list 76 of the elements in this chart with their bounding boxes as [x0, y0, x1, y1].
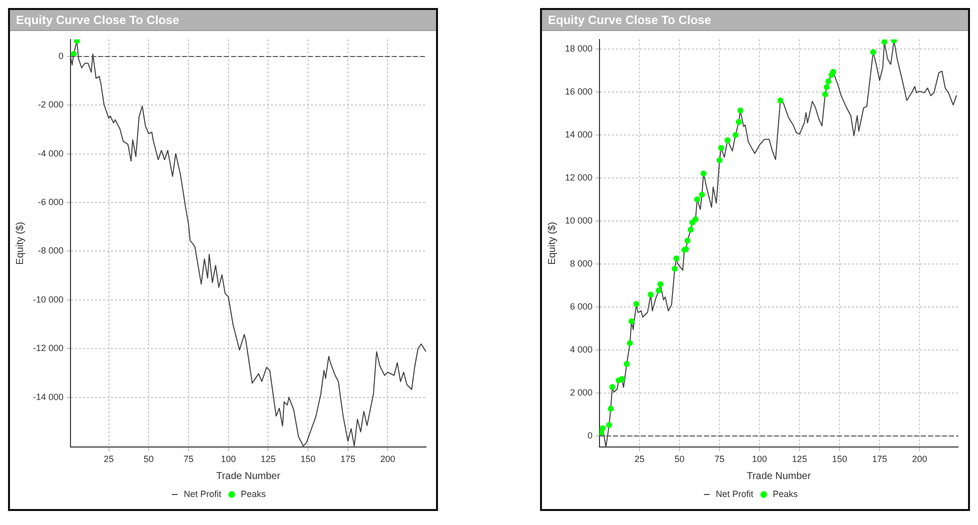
point	[881, 39, 888, 45]
x-tick-label: 25	[634, 454, 645, 464]
y-tick-label: 6 000	[570, 302, 593, 312]
y-tick-label: 8 000	[570, 258, 593, 269]
y-tick-label: 18 000	[564, 44, 593, 54]
chart-title: Equity Curve Close To Close	[542, 10, 968, 31]
point	[870, 49, 876, 56]
y-axis-title: Equity ($)	[14, 222, 26, 265]
x-tick-label: 200	[380, 454, 396, 464]
x-tick-label: 50	[144, 454, 154, 464]
point	[700, 170, 707, 177]
point	[724, 137, 731, 144]
point	[824, 84, 830, 90]
x-tick-label: 50	[674, 454, 685, 464]
point	[606, 422, 612, 428]
point	[673, 255, 680, 262]
legend-label: Net Profit	[184, 488, 222, 499]
x-tick-label: 100	[752, 454, 768, 464]
legend-label: Peaks	[772, 488, 798, 499]
x-tick-label: 25	[104, 454, 114, 464]
y-tick-label: -10 000	[32, 294, 64, 304]
y-tick-label: 10 000	[564, 216, 593, 226]
point	[672, 266, 678, 272]
y-tick-label: -14 000	[32, 392, 64, 402]
y-tick-label: -6 000	[38, 197, 64, 208]
x-tick-label: 100	[220, 454, 236, 464]
y-tick-label: 16 000	[564, 86, 593, 97]
y-tick-label: 14 000	[564, 130, 593, 140]
point	[737, 108, 744, 114]
x-tick-label: 175	[872, 454, 888, 464]
point	[777, 97, 784, 104]
point	[626, 340, 633, 346]
x-tick-label: 75	[183, 454, 194, 464]
point	[628, 318, 635, 324]
x-tick-label: 150	[300, 454, 316, 464]
point	[633, 301, 640, 308]
x-axis-title: Trade Number	[216, 470, 281, 482]
y-tick-label: 0	[588, 430, 593, 441]
x-tick-label: 200	[912, 454, 928, 464]
x-tick-label: 125	[260, 454, 276, 464]
y-tick-label: 12 000	[564, 172, 593, 183]
legend-label: Peaks	[240, 488, 266, 499]
point	[825, 78, 832, 84]
legend-label: Net Profit	[716, 488, 754, 499]
y-tick-label: -4 000	[38, 148, 64, 158]
point	[600, 425, 606, 432]
point	[624, 361, 630, 368]
point	[692, 216, 699, 222]
y-tick-label: 2 000	[570, 388, 593, 398]
point	[684, 238, 691, 244]
point	[656, 287, 662, 294]
point	[648, 292, 654, 298]
x-tick-label: 175	[340, 454, 356, 464]
point	[609, 384, 616, 390]
point	[718, 144, 724, 151]
point	[716, 157, 723, 164]
chart-title: Equity Curve Close To Close	[10, 10, 436, 31]
point	[698, 192, 705, 198]
point	[688, 226, 694, 233]
point	[732, 132, 739, 138]
point	[822, 91, 828, 98]
x-axis-title: Trade Number	[746, 470, 812, 482]
point	[694, 196, 700, 202]
point	[657, 281, 664, 288]
x-tick-label: 150	[832, 454, 848, 464]
point	[830, 68, 836, 75]
point	[736, 118, 742, 125]
y-tick-label: 4 000	[570, 344, 593, 355]
y-tick-label: -2 000	[38, 100, 64, 110]
y-tick-label: -12 000	[32, 343, 64, 354]
x-tick-label: 125	[792, 454, 808, 464]
y-tick-label: -8 000	[38, 246, 64, 256]
y-tick-label: 0	[58, 50, 64, 61]
point	[608, 406, 614, 412]
y-axis-title: Equity ($)	[546, 222, 558, 265]
x-tick-label: 75	[714, 454, 725, 464]
